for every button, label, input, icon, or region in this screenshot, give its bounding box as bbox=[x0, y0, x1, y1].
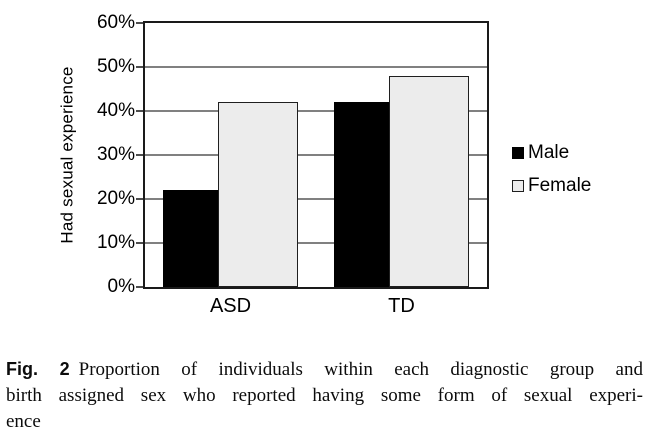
bar-male-asd bbox=[163, 190, 218, 287]
y-axis-title-text: Had sexual experience bbox=[58, 66, 78, 244]
gridline bbox=[145, 198, 487, 200]
y-tick-label: 30% bbox=[96, 144, 135, 165]
legend-swatch-male bbox=[512, 147, 524, 159]
figure-label: Fig. 2 bbox=[6, 359, 70, 379]
bar-female-td bbox=[389, 75, 469, 287]
legend-swatch-female bbox=[512, 180, 524, 192]
gridline bbox=[145, 242, 487, 244]
legend-item-female: Female bbox=[512, 175, 591, 197]
y-tick-mark bbox=[136, 22, 143, 24]
figure-caption: Fig. 2 Proportion of individuals within e… bbox=[6, 356, 643, 435]
y-tick-label: 10% bbox=[96, 232, 135, 253]
y-tick-label: 0% bbox=[107, 276, 135, 297]
bar-male-td bbox=[334, 102, 389, 287]
gridline bbox=[145, 110, 487, 112]
y-tick-label: 40% bbox=[96, 100, 135, 121]
y-tick-label: 20% bbox=[96, 188, 135, 209]
y-tick-label: 50% bbox=[96, 56, 135, 77]
legend-label-female: Female bbox=[528, 175, 592, 196]
y-tick-mark bbox=[136, 110, 143, 112]
caption-line-1: Fig. 2 Proportion of individuals within e… bbox=[6, 356, 643, 383]
y-axis-title: Had sexual experience bbox=[46, 21, 90, 289]
x-axis-label-td: TD bbox=[388, 295, 415, 317]
caption-line-3: ence bbox=[6, 411, 41, 432]
y-tick-mark bbox=[136, 154, 143, 156]
caption-line-2: birth assigned sex who reported having s… bbox=[6, 385, 643, 406]
bar-female-asd bbox=[218, 102, 298, 287]
plot-area bbox=[143, 21, 489, 289]
x-axis-label-asd: ASD bbox=[209, 295, 252, 317]
caption-text-1: Proportion of individuals within each di… bbox=[78, 359, 643, 380]
y-tick-mark bbox=[136, 198, 143, 200]
y-tick-label: 60% bbox=[96, 12, 135, 33]
legend-label-male: Male bbox=[528, 142, 570, 163]
gridline bbox=[145, 154, 487, 156]
y-tick-mark bbox=[136, 66, 143, 68]
y-tick-mark bbox=[136, 242, 143, 244]
legend-item-male: Male bbox=[512, 142, 591, 164]
gridline bbox=[145, 66, 487, 68]
y-tick-mark bbox=[136, 286, 143, 288]
legend: Male Female bbox=[512, 142, 591, 208]
